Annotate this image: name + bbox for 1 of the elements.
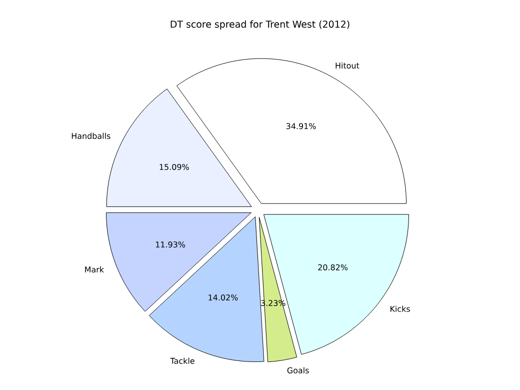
chart-title: DT score spread for Trent West (2012) — [170, 20, 350, 30]
